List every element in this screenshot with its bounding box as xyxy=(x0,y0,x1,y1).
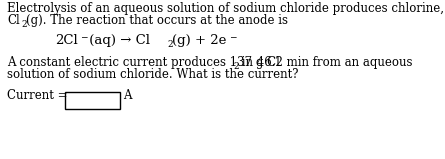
Text: solution of sodium chloride. What is the current?: solution of sodium chloride. What is the… xyxy=(7,68,299,81)
Text: −: − xyxy=(229,32,236,41)
Text: Current =: Current = xyxy=(7,89,68,102)
Text: A constant electric current produces 137 g Cl: A constant electric current produces 137… xyxy=(7,56,280,69)
Text: 2Cl: 2Cl xyxy=(55,34,78,47)
Text: A: A xyxy=(123,89,132,102)
Text: in 46.2 min from an aqueous: in 46.2 min from an aqueous xyxy=(238,56,413,69)
Text: (g) + 2e: (g) + 2e xyxy=(172,34,227,47)
Text: 2: 2 xyxy=(167,40,173,49)
Text: Cl: Cl xyxy=(7,14,20,27)
Bar xyxy=(65,92,120,109)
Text: Electrolysis of an aqueous solution of sodium chloride produces chlorine,: Electrolysis of an aqueous solution of s… xyxy=(7,2,444,15)
Text: (aq) → Cl: (aq) → Cl xyxy=(85,34,150,47)
Text: (g). The reaction that occurs at the anode is: (g). The reaction that occurs at the ano… xyxy=(26,14,288,27)
Text: −: − xyxy=(80,32,88,41)
Text: 2: 2 xyxy=(21,20,27,29)
Text: 2: 2 xyxy=(233,62,239,71)
